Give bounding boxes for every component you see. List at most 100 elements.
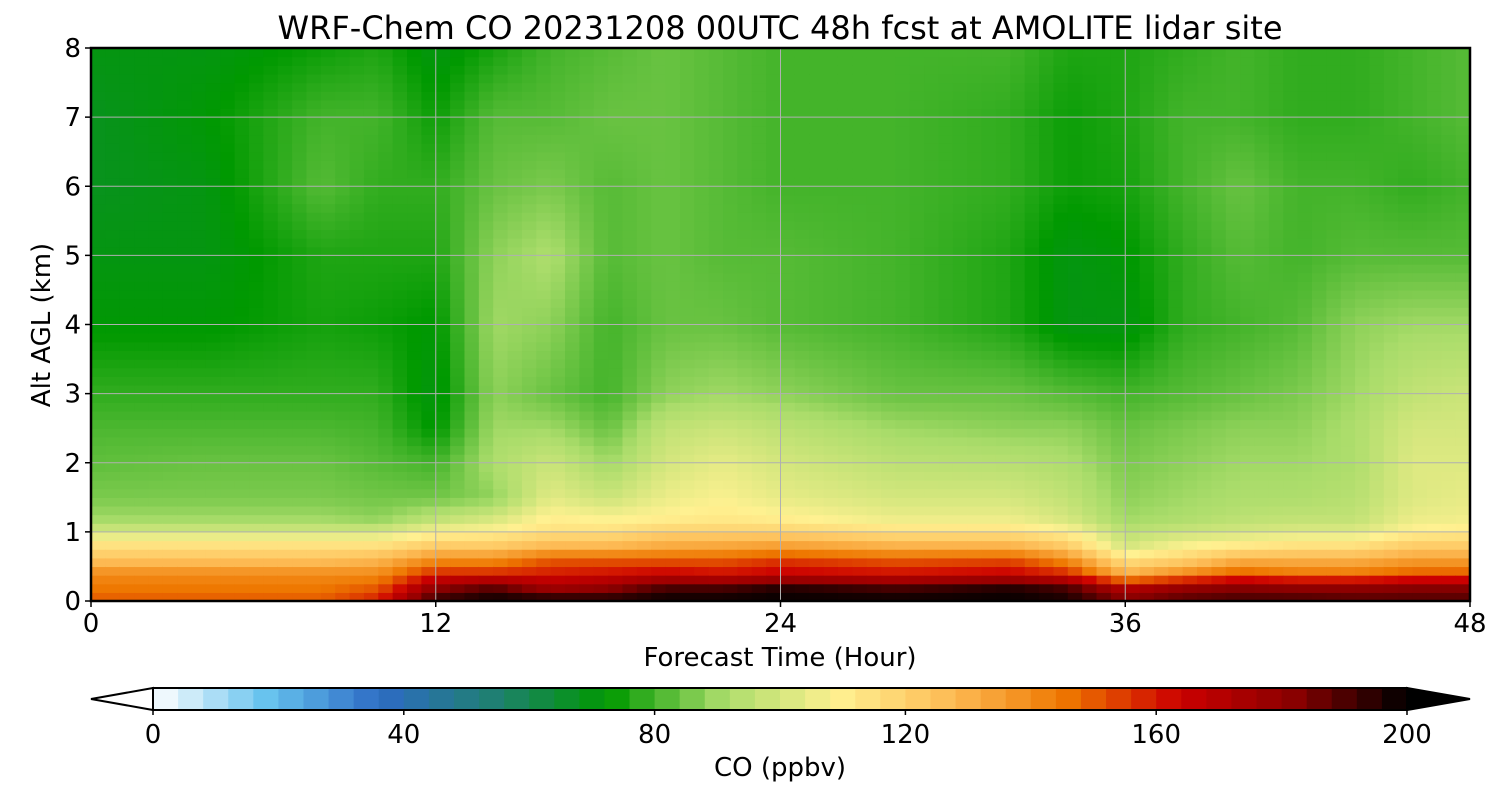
heatmap-cell bbox=[507, 108, 523, 118]
heatmap-cell bbox=[148, 48, 164, 58]
heatmap-cell bbox=[622, 272, 638, 282]
heatmap-cell bbox=[794, 471, 810, 481]
heatmap-cell bbox=[565, 454, 580, 464]
heatmap-cell bbox=[320, 73, 336, 84]
heatmap-cell bbox=[234, 203, 250, 213]
heatmap-cell bbox=[924, 143, 940, 153]
heatmap-cell bbox=[1039, 557, 1055, 568]
heatmap-cell bbox=[622, 592, 638, 601]
heatmap-cell bbox=[306, 436, 322, 447]
heatmap-cell bbox=[550, 514, 566, 524]
heatmap-cell bbox=[1197, 557, 1213, 568]
heatmap-cell bbox=[780, 350, 796, 360]
heatmap-cell bbox=[91, 445, 106, 455]
heatmap-cell bbox=[708, 454, 724, 464]
heatmap-cell bbox=[636, 108, 652, 118]
heatmap-cell bbox=[1067, 410, 1083, 421]
heatmap-cell bbox=[1168, 575, 1184, 585]
heatmap-cell bbox=[881, 575, 897, 585]
heatmap-cell bbox=[579, 238, 595, 248]
heatmap-cell bbox=[1125, 134, 1141, 144]
heatmap-cell bbox=[837, 410, 853, 421]
heatmap-cell bbox=[780, 393, 796, 403]
heatmap-cell bbox=[148, 436, 164, 447]
heatmap-cell bbox=[1125, 194, 1141, 205]
heatmap-cell bbox=[378, 203, 394, 213]
heatmap-cell bbox=[349, 212, 365, 222]
heatmap-cell bbox=[478, 384, 494, 395]
heatmap-cell bbox=[794, 82, 810, 92]
heatmap-cell bbox=[881, 462, 897, 472]
heatmap-cell bbox=[651, 168, 667, 179]
heatmap-cell bbox=[593, 436, 609, 447]
heatmap-cell bbox=[967, 583, 983, 593]
heatmap-cell bbox=[421, 540, 437, 550]
heatmap-cell bbox=[1125, 531, 1141, 542]
heatmap-cell bbox=[407, 281, 422, 291]
heatmap-cell bbox=[967, 384, 983, 395]
heatmap-cell bbox=[1024, 376, 1040, 386]
heatmap-cell bbox=[952, 410, 968, 421]
heatmap-cell bbox=[1153, 203, 1169, 213]
heatmap-cell bbox=[91, 194, 106, 205]
heatmap-cell bbox=[392, 402, 408, 412]
heatmap-cell bbox=[866, 549, 882, 559]
heatmap-cell bbox=[249, 384, 264, 395]
heatmap-cell bbox=[837, 117, 853, 127]
heatmap-cell bbox=[234, 117, 250, 127]
heatmap-cell bbox=[421, 359, 437, 369]
heatmap-cell bbox=[292, 384, 308, 395]
heatmap-cell bbox=[1010, 384, 1026, 395]
heatmap-cell bbox=[866, 393, 882, 403]
heatmap-cell bbox=[967, 143, 983, 153]
heatmap-cell bbox=[205, 488, 221, 498]
heatmap-cell bbox=[679, 367, 695, 377]
heatmap-cell bbox=[751, 350, 767, 360]
heatmap-cell bbox=[306, 480, 322, 490]
heatmap-cell bbox=[952, 220, 968, 231]
heatmap-cell bbox=[708, 289, 724, 300]
heatmap-cell bbox=[1039, 566, 1055, 576]
heatmap-cell bbox=[220, 462, 236, 472]
heatmap-cell bbox=[536, 376, 552, 386]
heatmap-cell bbox=[1010, 99, 1026, 110]
heatmap-cell bbox=[924, 393, 940, 403]
heatmap-cell bbox=[1139, 289, 1155, 300]
heatmap-cell bbox=[1182, 220, 1198, 231]
heatmap-cell bbox=[751, 471, 767, 481]
heatmap-cell bbox=[234, 238, 250, 248]
heatmap-cell bbox=[665, 117, 681, 127]
heatmap-cell bbox=[407, 575, 422, 585]
heatmap-cell bbox=[91, 246, 106, 256]
heatmap-cell bbox=[723, 255, 738, 265]
heatmap-cell bbox=[1125, 108, 1141, 118]
heatmap-cell bbox=[895, 238, 911, 248]
heatmap-cell bbox=[292, 99, 308, 110]
heatmap-cell bbox=[1110, 281, 1126, 291]
heatmap-cell bbox=[1153, 471, 1169, 481]
heatmap-cell bbox=[277, 367, 293, 377]
heatmap-cell bbox=[651, 65, 667, 75]
heatmap-cell bbox=[550, 419, 566, 429]
heatmap-cell bbox=[1039, 341, 1055, 352]
heatmap-cell bbox=[794, 134, 810, 144]
heatmap-cell bbox=[407, 160, 422, 170]
heatmap-cell bbox=[679, 462, 695, 472]
heatmap-cell bbox=[823, 91, 839, 101]
heatmap-cell bbox=[1067, 168, 1083, 179]
heatmap-cell bbox=[363, 488, 379, 498]
heatmap-cell bbox=[378, 566, 394, 576]
heatmap-cell bbox=[378, 315, 394, 326]
heatmap-cell bbox=[220, 143, 236, 153]
heatmap-cell bbox=[521, 367, 537, 377]
heatmap-cell bbox=[1082, 125, 1098, 136]
heatmap-cell bbox=[464, 324, 480, 334]
heatmap-cell bbox=[737, 289, 753, 300]
heatmap-cell bbox=[694, 255, 710, 265]
heatmap-cell bbox=[1168, 384, 1184, 395]
heatmap-cell bbox=[205, 462, 221, 472]
heatmap-cell bbox=[723, 480, 738, 490]
heatmap-cell bbox=[320, 514, 336, 524]
heatmap-cell bbox=[1067, 73, 1083, 84]
heatmap-cell bbox=[593, 272, 609, 282]
